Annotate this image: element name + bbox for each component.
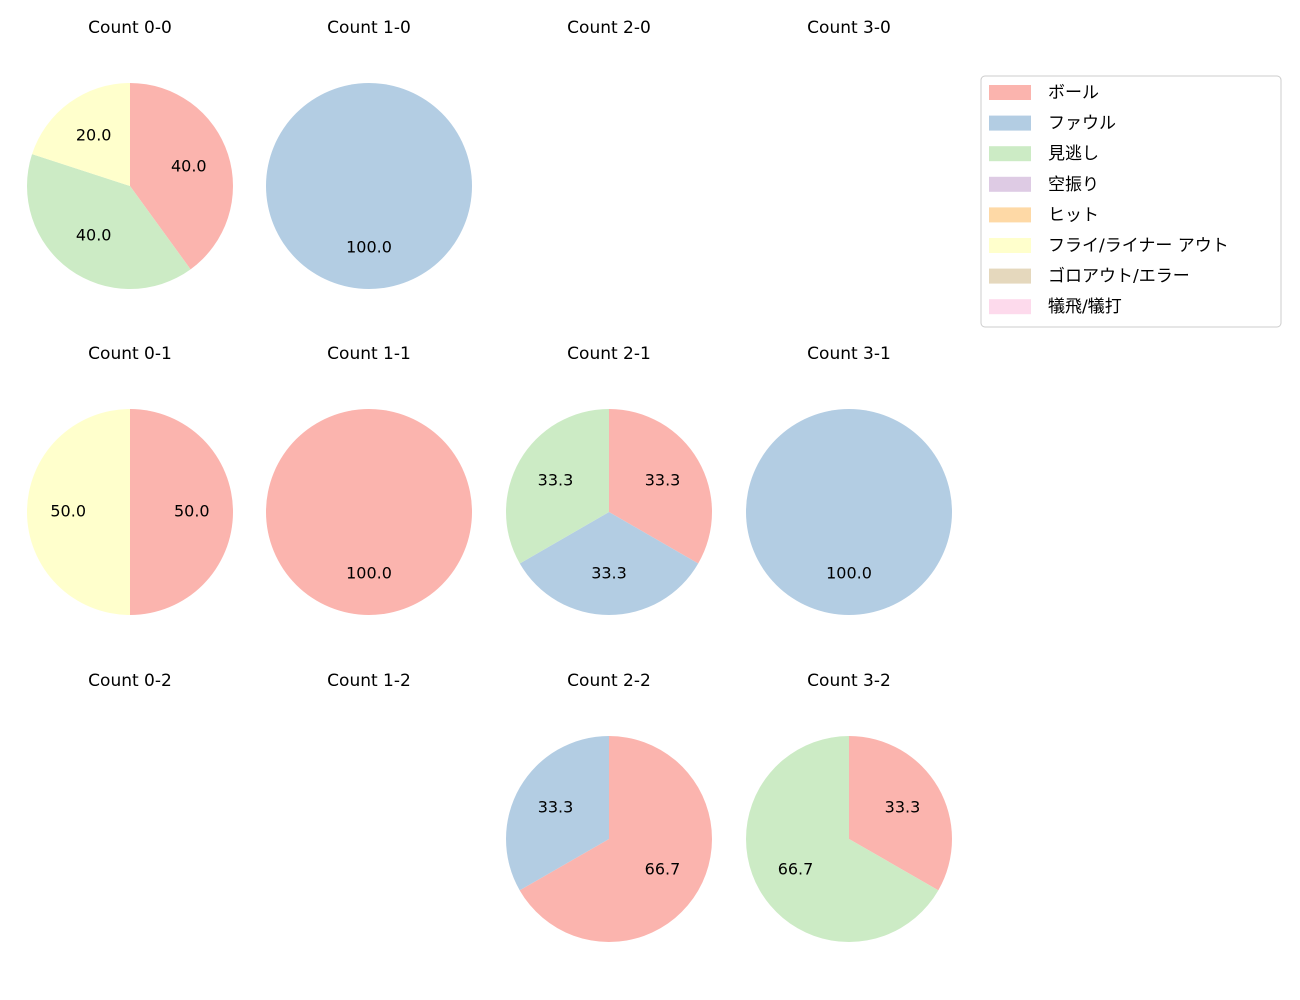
legend-label: フライ/ライナー アウト xyxy=(1048,236,1229,256)
pie-title: Count 3-2 xyxy=(807,671,891,691)
pie-slice xyxy=(266,83,472,289)
value-label: 33.3 xyxy=(591,563,627,582)
pie-slice xyxy=(746,409,952,615)
value-label: 33.3 xyxy=(538,798,574,817)
legend-label: 見逃し xyxy=(1048,144,1099,164)
legend-label: ファウル xyxy=(1048,114,1116,134)
legend-label: ヒット xyxy=(1048,205,1099,225)
value-label: 66.7 xyxy=(778,859,814,878)
legend-swatch xyxy=(989,115,1031,131)
pie-title: Count 3-1 xyxy=(807,344,891,364)
legend-swatch xyxy=(989,146,1031,162)
value-label: 100.0 xyxy=(346,237,392,256)
pie-slice xyxy=(32,83,130,186)
value-label: 100.0 xyxy=(346,563,392,582)
value-label: 33.3 xyxy=(645,471,681,490)
pie-slice xyxy=(506,736,609,891)
pie-slice xyxy=(27,409,130,615)
pie-title: Count 1-0 xyxy=(327,18,411,38)
value-label: 20.0 xyxy=(76,126,112,145)
legend-label: 犠飛/犠打 xyxy=(1048,297,1122,317)
legend-swatch xyxy=(989,268,1031,284)
pie-title: Count 3-0 xyxy=(807,18,891,38)
pie-title: Count 0-2 xyxy=(88,671,172,691)
legend-label: ゴロアウト/エラー xyxy=(1048,266,1190,287)
pie-title: Count 1-1 xyxy=(327,344,411,364)
pie-slice xyxy=(609,409,712,564)
pie-title: Count 0-0 xyxy=(88,18,172,38)
pie-slice xyxy=(130,409,233,615)
pie-title: Count 2-2 xyxy=(567,671,651,691)
legend-swatch xyxy=(989,299,1031,315)
pie-slice xyxy=(27,154,191,289)
pie-slice xyxy=(519,512,699,615)
value-label: 100.0 xyxy=(826,563,872,582)
pie-title: Count 1-2 xyxy=(327,671,411,691)
pie-slice xyxy=(266,409,472,615)
value-label: 66.7 xyxy=(645,859,681,878)
value-label: 33.3 xyxy=(885,798,921,817)
pie-slice xyxy=(849,736,952,891)
legend-label: ボール xyxy=(1048,83,1099,103)
value-label: 40.0 xyxy=(76,225,112,244)
legend-swatch xyxy=(989,176,1031,192)
legend-box xyxy=(980,75,1282,328)
legend-swatch xyxy=(989,85,1031,100)
pie-slice xyxy=(506,409,609,564)
value-label: 50.0 xyxy=(50,502,86,521)
pie-slice xyxy=(746,736,939,943)
legend-swatch xyxy=(989,207,1031,223)
value-label: 50.0 xyxy=(174,502,210,521)
pie-title: Count 2-1 xyxy=(567,344,651,364)
value-label: 33.3 xyxy=(538,471,574,490)
value-label: 40.0 xyxy=(171,156,207,175)
legend-label: 空振り xyxy=(1048,175,1099,195)
legend-swatch xyxy=(989,238,1031,253)
pie-title: Count 2-0 xyxy=(567,18,651,38)
pie-title: Count 0-1 xyxy=(88,344,172,364)
pie-slice xyxy=(130,83,233,270)
pie-slice xyxy=(519,736,712,942)
